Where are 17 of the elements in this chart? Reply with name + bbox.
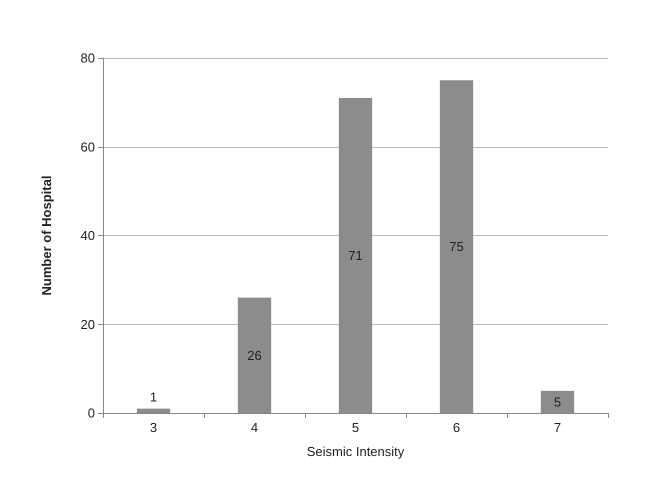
y-tick-label: 0 xyxy=(88,406,95,420)
y-tick-label: 80 xyxy=(80,50,95,66)
y-axis-title: Number of Hospital xyxy=(39,176,54,296)
y-tick-label: 20 xyxy=(80,316,95,332)
x-tick-label: 4 xyxy=(250,420,258,435)
data-label: 5 xyxy=(554,394,562,410)
x-tick-label: 5 xyxy=(352,420,360,435)
y-tick-label: 60 xyxy=(80,139,95,154)
data-label: 75 xyxy=(449,239,464,254)
data-label: 71 xyxy=(348,248,363,263)
x-axis-title: Seismic Intensity xyxy=(306,444,405,459)
x-tick-label: 7 xyxy=(554,420,562,435)
data-label: 26 xyxy=(247,348,262,363)
data-label: 1 xyxy=(150,390,158,405)
x-tick-label: 6 xyxy=(452,420,460,435)
x-tick-label: 3 xyxy=(150,420,158,435)
y-tick-label: 40 xyxy=(80,228,95,243)
